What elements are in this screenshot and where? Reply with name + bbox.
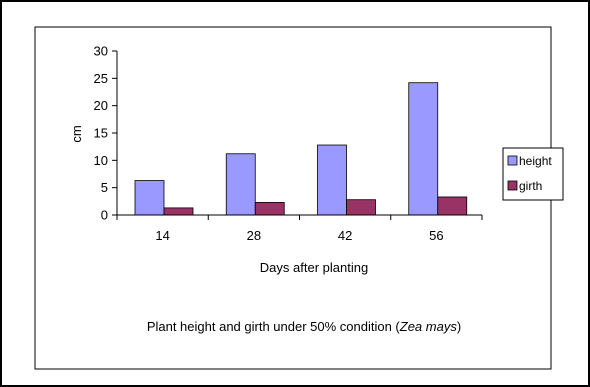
bar-height-42 [317, 144, 347, 216]
legend-swatch-girth [507, 180, 518, 191]
chart-title-suffix: ) [457, 319, 461, 334]
legend-label-height: height [519, 154, 552, 168]
chart-title: Plant height and girth under 50% conditi… [147, 319, 461, 334]
legend: height girth [502, 147, 564, 201]
bar-group [134, 82, 468, 216]
bar-girth-42 [346, 199, 376, 216]
legend-label-girth: girth [519, 179, 542, 193]
bar-girth-14 [163, 207, 194, 216]
bar-height-56 [408, 82, 439, 216]
bar-height-14 [134, 180, 165, 216]
y-tick-label: 0 [101, 208, 108, 223]
y-tick-label: 5 [101, 180, 108, 195]
y-axis-ticks: 0 5 10 15 20 25 30 [94, 44, 117, 223]
x-axis-ticks: 14 28 42 56 [116, 215, 483, 243]
y-tick-label: 10 [94, 153, 108, 168]
chart-title-prefix: Plant height and girth under 50% conditi… [147, 319, 401, 334]
x-tick-label: 42 [338, 228, 352, 243]
x-tick-label: 56 [429, 228, 443, 243]
y-tick-label: 20 [94, 98, 108, 113]
chart-title-species: Zea mays [399, 319, 458, 334]
x-tick-label: 28 [247, 228, 261, 243]
y-axis-title: cm [69, 125, 84, 142]
y-tick-label: 25 [94, 71, 108, 86]
bar-girth-28 [254, 202, 285, 216]
y-tick-label: 30 [94, 44, 108, 59]
bar-girth-56 [437, 196, 468, 216]
x-axis-title: Days after planting [260, 260, 368, 275]
bar-height-28 [225, 153, 256, 216]
y-tick-label: 15 [94, 126, 108, 141]
legend-swatch-height [507, 155, 518, 166]
x-tick-label: 14 [155, 228, 169, 243]
